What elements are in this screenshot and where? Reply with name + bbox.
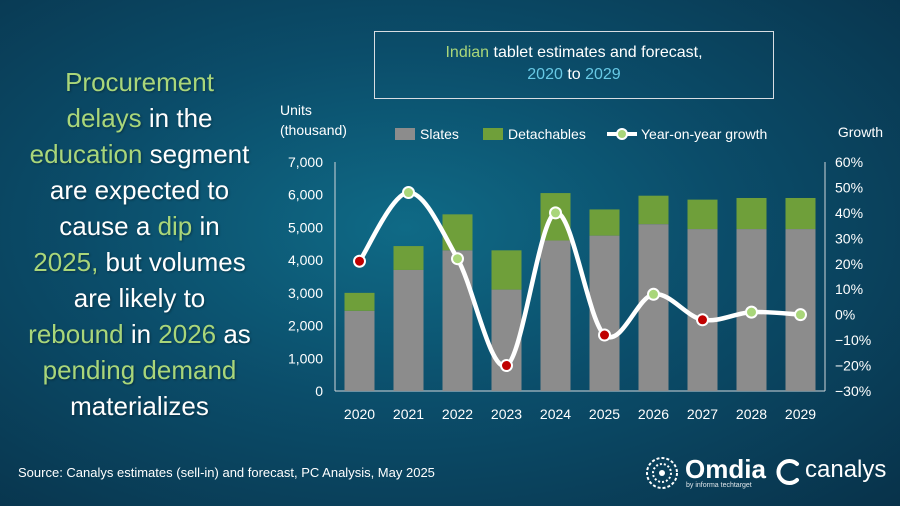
omdia-logo-icon [646, 457, 678, 489]
canalys-logo-icon [776, 459, 799, 485]
chart-title-country: Indian [445, 44, 490, 61]
logos: Omdia by informa techtarget canalys [645, 448, 890, 498]
y-tick-label: 4,000 [288, 252, 323, 268]
y2-tick-label: 60% [835, 154, 863, 170]
legend-label-growth: Year-on-year growth [641, 126, 767, 142]
bar-detachables [638, 195, 669, 225]
growth-point [745, 305, 758, 319]
growth-point [647, 287, 660, 301]
y-axis-title: (thousand) [280, 122, 347, 138]
y-tick-label: 1,000 [288, 350, 323, 366]
headline-highlight: dip [157, 211, 193, 241]
headline-text: segment [142, 139, 250, 169]
chart-title-end-year: 2029 [585, 66, 621, 83]
y2-tick-label: −10% [835, 332, 871, 348]
y-axis-title: Units [280, 102, 312, 118]
omdia-logo-text: Omdia [685, 454, 766, 484]
legend-swatch-detachables [483, 128, 503, 140]
y-tick-label: 0 [315, 383, 323, 399]
headline-text: are likely to [73, 283, 206, 313]
bar-detachables [491, 250, 522, 290]
x-tick-label: 2024 [540, 406, 571, 422]
bar-detachables [393, 246, 424, 270]
bar-slates [344, 310, 375, 391]
bar-slates [442, 250, 473, 391]
y2-axis-title: Growth [838, 124, 883, 140]
y2-tick-label: 30% [835, 230, 863, 246]
headline-text: cause a [59, 211, 158, 241]
headline-highlight: delays [66, 103, 142, 133]
x-tick-label: 2028 [736, 406, 767, 422]
y2-tick-label: −20% [835, 358, 871, 374]
chart-title-box: Indian tablet estimates and forecast, 20… [374, 31, 774, 99]
headline-highlight: 2025, [33, 247, 99, 277]
bar-detachables [736, 197, 767, 230]
bar-detachables [589, 209, 620, 236]
chart-title-text: tablet estimates and forecast, [489, 44, 703, 61]
x-tick-label: 2026 [638, 406, 669, 422]
y2-tick-label: 40% [835, 205, 863, 221]
growth-point [353, 254, 366, 268]
legend-label-detachables: Detachables [508, 126, 586, 142]
x-tick-label: 2025 [589, 406, 620, 422]
bar-slates [687, 229, 718, 391]
y-tick-label: 6,000 [288, 187, 323, 203]
omdia-logo-subtext: by informa techtarget [686, 482, 752, 489]
growth-point [549, 206, 562, 220]
bar-slates [638, 224, 669, 391]
x-tick-label: 2027 [687, 406, 718, 422]
bar-slates [540, 240, 571, 391]
growth-point [500, 359, 513, 373]
x-tick-label: 2020 [344, 406, 375, 422]
headline-text: are expected to [49, 175, 230, 205]
x-tick-label: 2022 [442, 406, 473, 422]
y2-tick-label: 50% [835, 179, 863, 195]
chart-title-start-year: 2020 [527, 66, 563, 83]
y2-tick-label: 0% [835, 307, 855, 323]
x-tick-label: 2021 [393, 406, 424, 422]
legend-swatch-slates [395, 128, 415, 140]
headline-highlight: Procurement [65, 67, 214, 97]
y-tick-label: 3,000 [288, 285, 323, 301]
y2-tick-label: −30% [835, 383, 871, 399]
headline-highlight: rebound [28, 319, 124, 349]
headline-text: materializes [70, 391, 209, 421]
bar-slates [393, 269, 424, 391]
headline: Procurement delays in the education segm… [12, 64, 267, 424]
headline-text: but volumes [98, 247, 246, 277]
source-note: Source: Canalys estimates (sell-in) and … [18, 465, 435, 480]
legend-marker-growth [616, 128, 628, 140]
growth-line [357, 190, 801, 368]
y2-tick-label: 20% [835, 256, 863, 272]
headline-highlight: 2026 [158, 319, 217, 349]
y-tick-label: 2,000 [288, 318, 323, 334]
headline-text: as [216, 319, 251, 349]
y2-tick-label: 10% [835, 281, 863, 297]
growth-point [402, 186, 415, 200]
y-tick-label: 5,000 [288, 219, 323, 235]
headline-highlight: pending demand [42, 355, 237, 385]
legend-label-slates: Slates [420, 126, 459, 142]
x-tick-label: 2029 [785, 406, 816, 422]
headline-text: in [192, 211, 220, 241]
bar-detachables [344, 292, 375, 311]
growth-point [696, 313, 709, 327]
x-tick-label: 2023 [491, 406, 522, 422]
growth-point [794, 308, 807, 322]
y-tick-label: 7,000 [288, 154, 323, 170]
bar-detachables [687, 199, 718, 230]
chart-title-connector: to [562, 66, 586, 83]
canalys-logo-text: canalys [805, 456, 887, 483]
growth-point [598, 328, 611, 342]
headline-highlight: education [29, 139, 143, 169]
headline-text: in [123, 319, 159, 349]
bar-detachables [785, 197, 816, 230]
bar-detachables [442, 214, 473, 251]
growth-point [451, 252, 464, 266]
headline-text: in the [141, 103, 213, 133]
